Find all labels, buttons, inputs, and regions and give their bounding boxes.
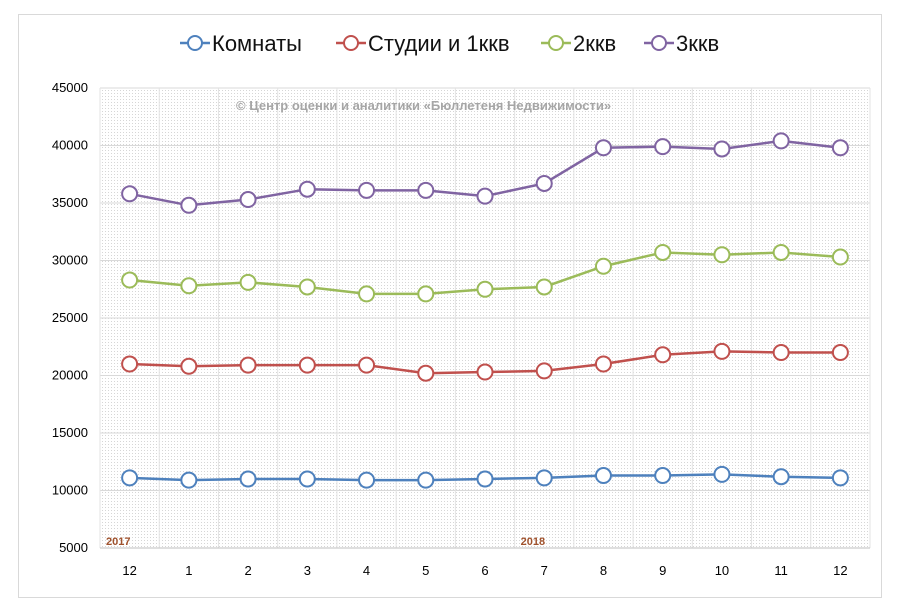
data-point: [298, 180, 316, 198]
x-tick-label: 10: [715, 563, 729, 578]
data-point: [594, 467, 612, 485]
y-tick-label: 40000: [52, 138, 88, 153]
legend: Комнаты Студии и 1ккв 2ккв 3ккв: [180, 31, 719, 56]
data-point: [713, 342, 731, 360]
data-point: [772, 468, 790, 486]
y-tick-label: 20000: [52, 368, 88, 383]
data-point: [654, 138, 672, 156]
legend-marker: [343, 35, 359, 51]
legend-marker: [651, 35, 667, 51]
data-point: [298, 470, 316, 488]
data-point: [713, 465, 731, 483]
data-point: [417, 285, 435, 303]
legend-label: 2ккв: [573, 31, 616, 56]
data-point: [417, 471, 435, 489]
x-tick-label: 5: [422, 563, 429, 578]
data-point: [417, 364, 435, 382]
data-point: [239, 470, 257, 488]
y-tick-label: 10000: [52, 483, 88, 498]
year-label: 2018: [521, 536, 545, 548]
data-point: [713, 140, 731, 158]
data-point: [358, 356, 376, 374]
data-point: [476, 187, 494, 205]
data-point: [180, 357, 198, 375]
legend-label: 3ккв: [676, 31, 719, 56]
x-tick-label: 9: [659, 563, 666, 578]
x-tick-label: 7: [541, 563, 548, 578]
x-tick-label: 3: [304, 563, 311, 578]
data-point: [121, 271, 139, 289]
data-point: [121, 355, 139, 373]
data-point: [535, 362, 553, 380]
data-point: [831, 248, 849, 266]
data-point: [239, 191, 257, 209]
watermark: © Центр оценки и аналитики «Бюллетеня Не…: [236, 98, 611, 113]
data-point: [298, 356, 316, 374]
data-point: [831, 344, 849, 361]
data-point: [831, 139, 849, 157]
data-point: [535, 174, 553, 192]
y-tick-label: 15000: [52, 425, 88, 440]
data-point: [772, 132, 790, 150]
data-point: [476, 363, 494, 381]
data-point: [535, 278, 553, 296]
data-point: [180, 196, 198, 214]
data-point: [239, 273, 257, 291]
data-point: [180, 471, 198, 489]
data-point: [713, 246, 731, 264]
data-point: [831, 469, 849, 487]
x-tick-label: 12: [833, 563, 847, 578]
y-tick-label: 45000: [52, 80, 88, 95]
x-tick-label: 4: [363, 563, 370, 578]
data-point: [417, 181, 435, 199]
x-tick-label: 12: [122, 563, 136, 578]
data-point: [476, 470, 494, 488]
data-point: [239, 356, 257, 374]
data-point: [358, 285, 376, 303]
x-tick-label: 8: [600, 563, 607, 578]
x-tick-label: 1: [185, 563, 192, 578]
data-point: [654, 243, 672, 261]
data-point: [772, 344, 790, 361]
data-point: [772, 243, 790, 261]
data-point: [298, 278, 316, 296]
axes: 5000 10000 15000 20000 25000 30000 35000 40000 4…: [52, 80, 870, 578]
data-point: [180, 277, 198, 295]
legend-marker: [187, 35, 203, 51]
y-tick-label: 5000: [59, 540, 88, 555]
data-point: [594, 355, 612, 373]
y-tick-label: 35000: [52, 195, 88, 210]
legend-label: Студии и 1ккв: [368, 31, 510, 56]
x-tick-label: 11: [774, 563, 788, 578]
x-tick-label: 2: [244, 563, 251, 578]
data-point: [121, 469, 139, 487]
data-point: [594, 257, 612, 275]
series-group: [121, 132, 849, 489]
data-point: [594, 139, 612, 157]
y-tick-label: 25000: [52, 310, 88, 325]
data-point: [476, 280, 494, 298]
legend-label: Комнаты: [212, 31, 302, 56]
data-point: [654, 346, 672, 364]
x-tick-label: 6: [481, 563, 488, 578]
y-tick-label: 30000: [52, 253, 88, 268]
data-point: [654, 467, 672, 485]
data-point: [535, 469, 553, 487]
data-point: [358, 471, 376, 489]
data-point: [121, 185, 139, 203]
year-label: 2017: [106, 536, 130, 548]
legend-marker: [548, 35, 564, 51]
data-point: [358, 181, 376, 199]
